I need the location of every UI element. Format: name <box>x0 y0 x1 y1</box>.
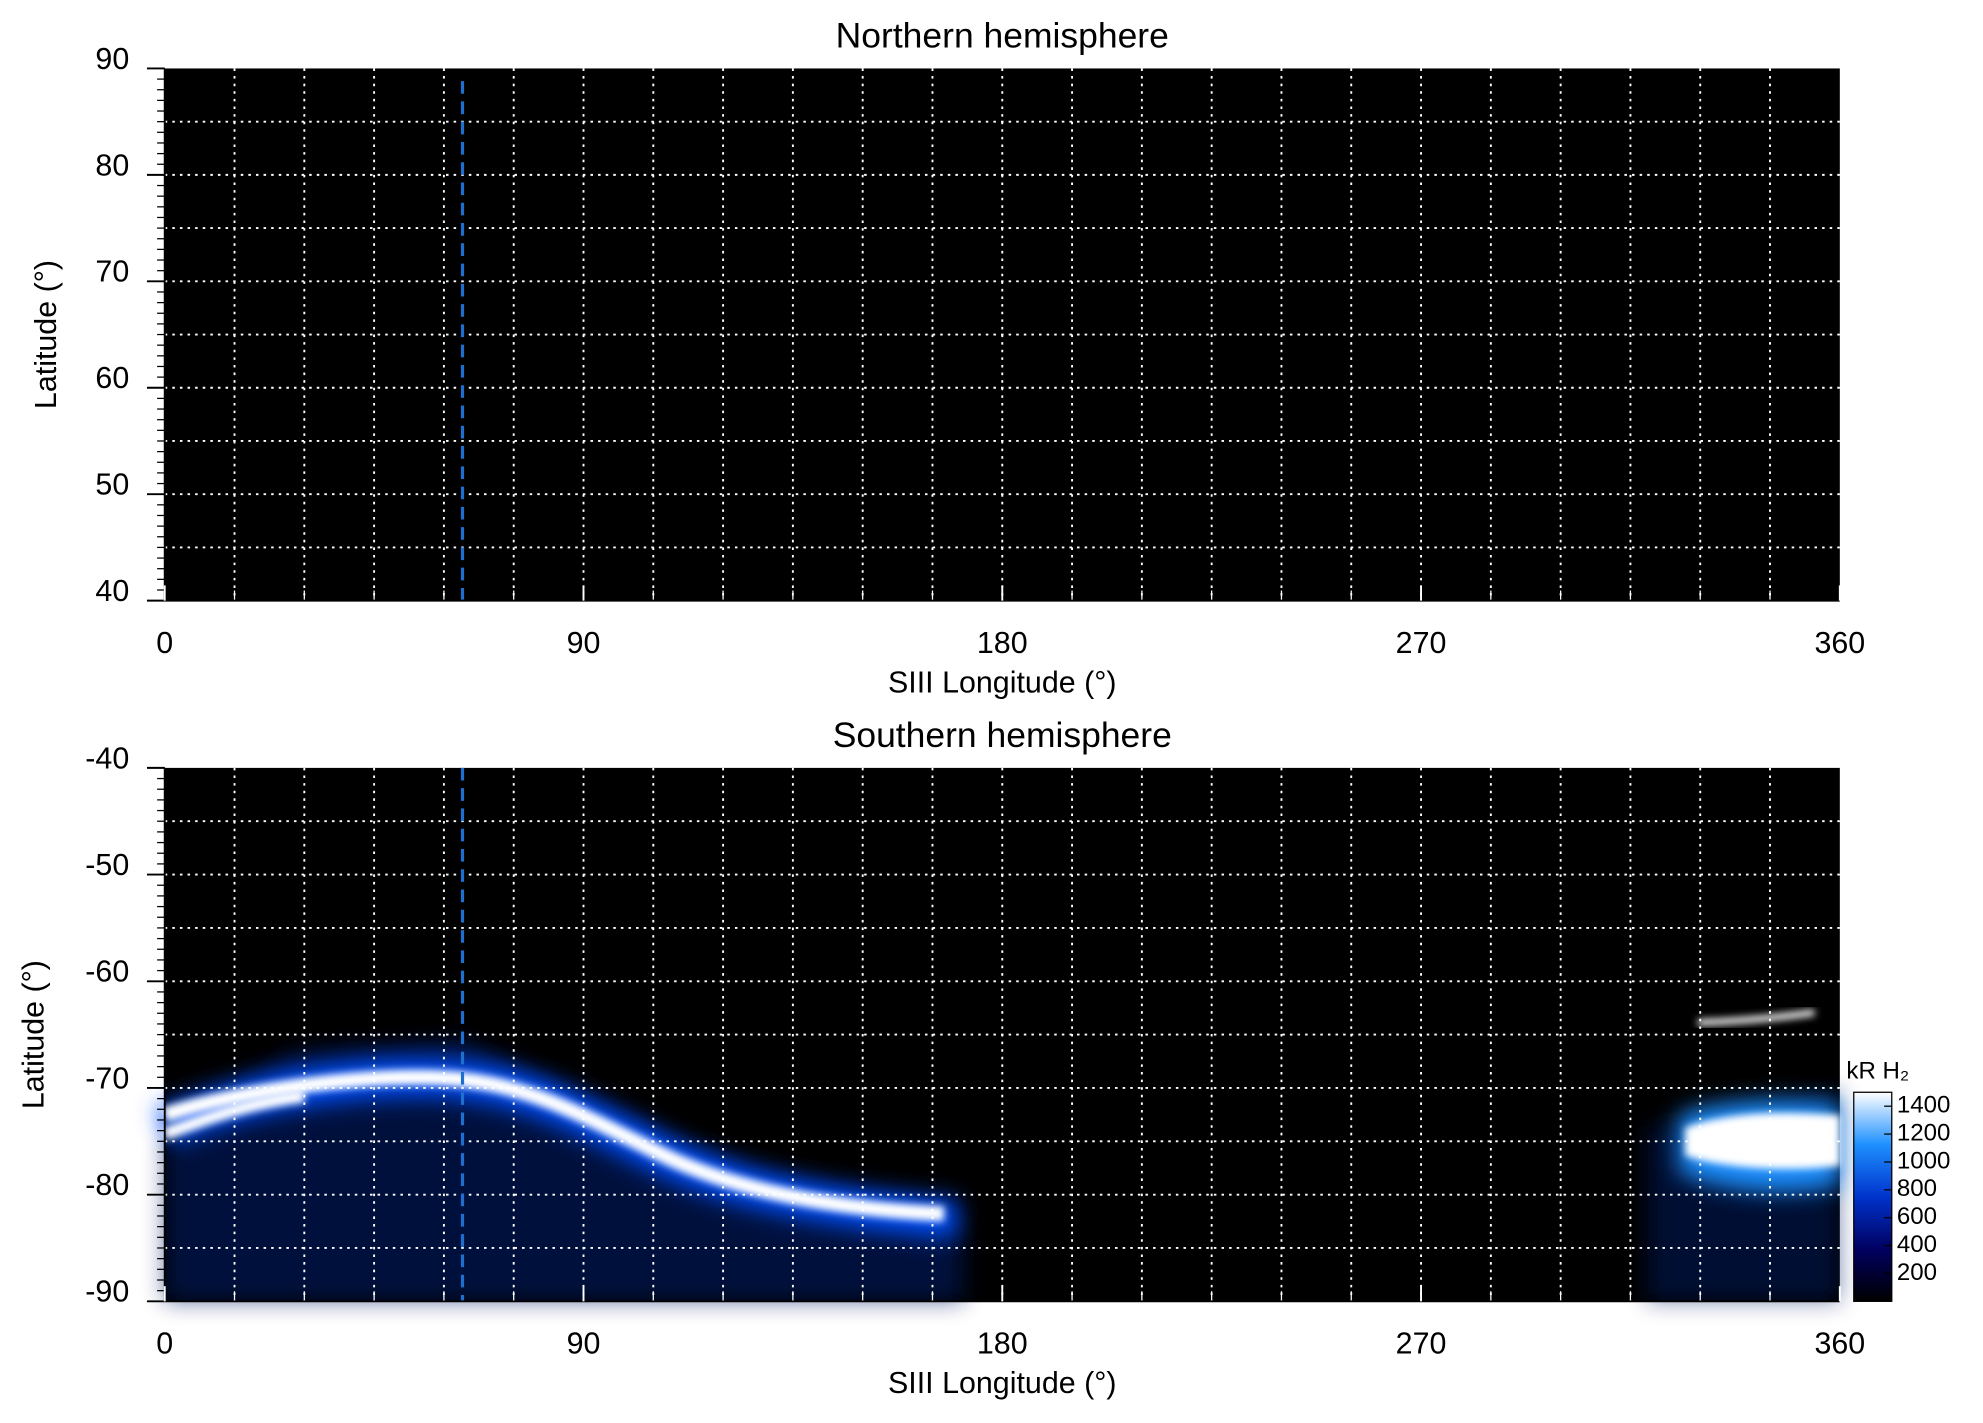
y-tick-label: -50 <box>85 848 129 882</box>
x-tick-label: 270 <box>1396 626 1447 660</box>
y-tick-label: -60 <box>85 955 129 989</box>
y-tick-label: 90 <box>95 42 129 76</box>
y-tick-label: 50 <box>95 468 129 502</box>
x-tick-label: 0 <box>156 626 173 660</box>
colorbar-label: kR H₂ <box>1846 1057 1909 1084</box>
y-tick-label: 80 <box>95 148 129 182</box>
y-axis-label: Latitude (°) <box>17 960 51 1109</box>
colorbar-tick-label: 400 <box>1897 1231 1937 1258</box>
colorbar-tick-label: 1000 <box>1897 1147 1951 1174</box>
y-tick-label: 60 <box>95 361 129 395</box>
y-tick-label: -90 <box>85 1275 129 1309</box>
y-tick-label: -80 <box>85 1168 129 1202</box>
x-tick-label: 180 <box>977 626 1028 660</box>
x-axis-label: SIII Longitude (°) <box>888 665 1117 699</box>
y-tick-label: 70 <box>95 255 129 289</box>
x-tick-label: 90 <box>567 626 601 660</box>
y-axis-label: Latitude (°) <box>29 260 63 409</box>
colorbar <box>1853 1091 1893 1302</box>
colorbar-tick-label: 800 <box>1897 1175 1937 1202</box>
colorbar-tick-label: 1200 <box>1897 1119 1951 1146</box>
colorbar-tick-label: 200 <box>1897 1259 1937 1286</box>
x-tick-label: 0 <box>156 1327 173 1361</box>
x-tick-label: 90 <box>567 1327 601 1361</box>
x-tick-label: 360 <box>1814 626 1865 660</box>
x-tick-label: 270 <box>1396 1327 1447 1361</box>
chart-title: Northern hemisphere <box>836 15 1169 55</box>
y-tick-label: 40 <box>95 574 129 608</box>
x-tick-label: 180 <box>977 1327 1028 1361</box>
y-tick-label: -70 <box>85 1061 129 1095</box>
colorbar-tick-label: 1400 <box>1897 1092 1951 1119</box>
chart-title: Southern hemisphere <box>833 715 1172 755</box>
colorbar-tick-label: 600 <box>1897 1203 1937 1230</box>
x-tick-label: 360 <box>1814 1327 1865 1361</box>
y-tick-label: -40 <box>85 741 129 775</box>
x-axis-label: SIII Longitude (°) <box>888 1366 1117 1400</box>
